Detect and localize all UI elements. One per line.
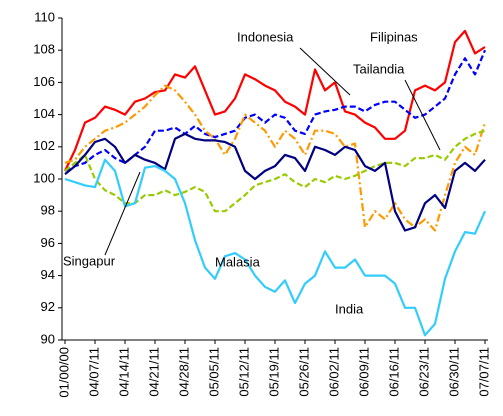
series-line <box>64 158 487 337</box>
x-tick-label: 04/28/11 <box>176 347 191 397</box>
y-tick-label: 100 <box>33 170 55 185</box>
series-line <box>64 129 486 213</box>
x-tick-label: 06/16/11 <box>386 347 401 397</box>
y-tick-label: 108 <box>33 42 55 57</box>
series-label: Singapur <box>63 253 116 268</box>
y-tick-label: 102 <box>33 138 55 153</box>
x-tick-label: 01/00/00 <box>56 347 71 398</box>
annotation-arrow <box>299 47 351 96</box>
x-tick-label: 06/23/11 <box>416 347 431 397</box>
x-tick-label: 04/14/11 <box>116 347 131 397</box>
x-tick-label: 06/09/11 <box>356 347 371 397</box>
series-line <box>64 84 487 232</box>
series-label: Indonesia <box>237 29 294 44</box>
series-line <box>64 132 486 232</box>
x-tick-label: 06/30/11 <box>446 347 461 397</box>
y-tick-label: 104 <box>33 106 55 121</box>
x-tick-label: 06/02/11 <box>326 347 341 397</box>
y-tick-label: 110 <box>34 9 55 24</box>
y-tick-label: 92 <box>41 299 55 314</box>
y-tick-label: 90 <box>41 331 55 346</box>
x-tick-label: 05/12/11 <box>236 347 251 397</box>
y-tick-label: 98 <box>41 203 55 218</box>
x-tick-label: 05/19/11 <box>266 347 281 397</box>
x-tick-label: 04/21/11 <box>146 347 161 397</box>
series-line <box>64 29 486 172</box>
series-label: Filipinas <box>370 29 418 44</box>
x-tick-label: 05/05/11 <box>206 347 221 397</box>
annotation-arrow <box>104 171 141 256</box>
x-tick-label: 05/26/11 <box>296 347 311 397</box>
y-tick-label: 94 <box>41 267 55 282</box>
series-label: India <box>335 301 364 316</box>
series-label: Malasia <box>215 254 261 269</box>
y-tick-label: 106 <box>33 74 55 89</box>
series-label: Tailandia <box>353 61 405 76</box>
x-tick-label: 04/07/11 <box>86 347 101 397</box>
annotation-arrow <box>404 79 441 151</box>
x-tick-label: 07/07/11 <box>476 347 491 397</box>
y-tick-label: 96 <box>41 235 55 250</box>
